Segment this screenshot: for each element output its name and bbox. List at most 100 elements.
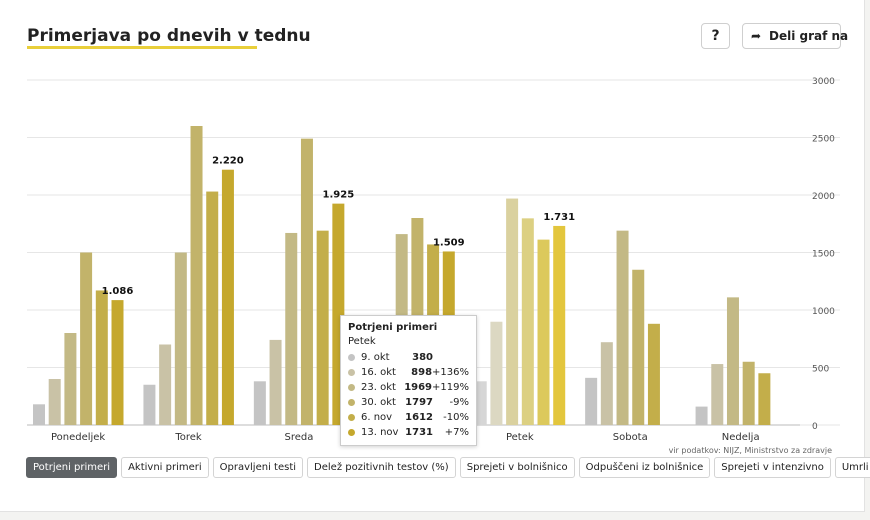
tooltip-row-change: +136% <box>432 367 469 378</box>
tooltip-day: Petek <box>348 336 376 347</box>
series-dot-icon <box>348 354 355 361</box>
tooltip-row-value: 1612 <box>405 412 433 423</box>
series-dot-icon <box>348 399 355 406</box>
data-label: 1.925 <box>323 190 355 201</box>
tooltip-row-value: 898 <box>411 367 433 378</box>
tooltip-row-label: 30. okt <box>361 397 396 408</box>
bar-petek-1[interactable] <box>490 321 503 425</box>
tab-7[interactable]: Umrli <box>834 457 870 478</box>
bar-nedelja-1[interactable] <box>711 364 724 425</box>
tab-4[interactable]: Sprejeti v bolnišnico <box>459 457 575 478</box>
tab-3[interactable]: Delež pozitivnih testov (%) <box>307 457 456 478</box>
bar-ponedeljek-5[interactable] <box>111 300 124 425</box>
tab-5[interactable]: Odpuščeni iz bolnišnice <box>578 457 711 478</box>
bar-nedelja-0[interactable] <box>695 406 708 425</box>
bar-sobota-2[interactable] <box>616 230 629 425</box>
help-button[interactable]: ? <box>701 23 730 49</box>
series-dot-icon <box>348 414 355 421</box>
tooltip-row-value: 380 <box>412 352 433 363</box>
tooltip-row-value: 1969 <box>404 382 433 393</box>
tooltip-row: 30. okt 1797 -9% <box>348 395 469 410</box>
category-label: Sobota <box>613 432 648 443</box>
bar-sreda-4[interactable] <box>316 230 329 425</box>
bar-ponedeljek-2[interactable] <box>64 333 77 425</box>
bar-sobota-0[interactable] <box>585 377 598 425</box>
data-source: vir podatkov: NIJZ, Ministrstvo za zdrav… <box>668 446 832 455</box>
category-label: Nedelja <box>722 432 760 443</box>
bar-ponedeljek-0[interactable] <box>33 404 45 425</box>
y-tick-label: 3000 <box>812 77 835 87</box>
tab-6[interactable]: Sprejeti v intenzivno <box>714 457 831 478</box>
bar-sobota-1[interactable] <box>600 342 613 425</box>
bar-sreda-2[interactable] <box>285 232 298 425</box>
bar-petek-2[interactable] <box>506 198 519 425</box>
bar-sreda-3[interactable] <box>300 138 313 425</box>
bar-torek-1[interactable] <box>159 344 172 426</box>
bar-torek-5[interactable] <box>221 169 234 425</box>
share-button[interactable]: ➦ Deli graf na <box>742 23 848 49</box>
title-underline <box>27 46 257 49</box>
bar-sobota-4[interactable] <box>647 323 660 425</box>
tooltip-row-change: -10% <box>443 412 469 423</box>
category-label: Petek <box>506 432 534 443</box>
y-tick-label: 2000 <box>812 192 835 202</box>
tooltip-row-change: +7% <box>444 427 469 438</box>
tooltip-row: 23. okt 1969 +119% <box>348 380 469 395</box>
tooltip-row-change: -9% <box>449 397 469 408</box>
bar-ponedeljek-3[interactable] <box>80 252 93 426</box>
bar-sreda-0[interactable] <box>253 381 266 425</box>
bar-petek-5[interactable] <box>553 225 566 425</box>
y-tick-label: 1500 <box>812 250 835 260</box>
bar-petek-0[interactable] <box>474 381 487 425</box>
bar-ponedeljek-1[interactable] <box>48 379 61 425</box>
bar-torek-3[interactable] <box>190 126 203 425</box>
category-label: Ponedeljek <box>51 432 105 443</box>
share-arrow-icon: ➦ <box>751 29 762 43</box>
tooltip-row-value: 1731 <box>405 427 433 438</box>
tooltip-row: 9. okt 380 <box>348 350 469 365</box>
series-dot-icon <box>348 429 355 436</box>
tab-2[interactable]: Opravljeni testi <box>212 457 304 478</box>
bar-nedelja-4[interactable] <box>758 373 771 425</box>
tooltip-title: Potrjeni primeri <box>348 322 438 333</box>
category-label: Torek <box>174 432 202 443</box>
data-label: 1.731 <box>543 212 575 223</box>
bar-petek-4[interactable] <box>537 239 550 425</box>
bar-torek-0[interactable] <box>143 384 156 425</box>
data-label: 1.509 <box>433 237 465 248</box>
bar-sreda-1[interactable] <box>269 339 282 425</box>
bar-torek-4[interactable] <box>206 191 219 425</box>
series-dot-icon <box>348 384 355 391</box>
tooltip-row: 13. nov 1731 +7% <box>348 425 469 440</box>
tooltip-row: 6. nov 1612 -10% <box>348 410 469 425</box>
tab-0[interactable]: Potrjeni primeri <box>26 457 118 478</box>
chart-title: Primerjava po dnevih v tednu <box>27 26 311 46</box>
y-tick-label: 0 <box>812 422 818 432</box>
tooltip-row-label: 23. okt <box>361 382 396 393</box>
tab-1[interactable]: Aktivni primeri <box>121 457 209 478</box>
tooltip-rows: 9. okt 380 16. okt 898 +136% 23. okt 1969 +119%… <box>348 350 469 440</box>
metric-tabs: Potrjeni primeri Aktivni primeri Opravljen… <box>26 457 870 478</box>
tooltip-row-value: 1797 <box>405 397 433 408</box>
chart-tooltip: Potrjeni primeri Petek 9. okt 380 16. okt 8… <box>340 315 477 446</box>
bar-ponedeljek-4[interactable] <box>95 290 108 425</box>
y-tick-label: 1000 <box>812 307 835 317</box>
data-label: 1.086 <box>102 286 134 297</box>
bar-sobota-3[interactable] <box>632 269 645 425</box>
y-tick-label: 500 <box>812 365 829 375</box>
bar-torek-2[interactable] <box>174 252 187 426</box>
category-label: Sreda <box>285 432 314 443</box>
share-label: Deli graf na <box>769 29 849 43</box>
tooltip-row-label: 9. okt <box>361 352 390 363</box>
series-dot-icon <box>348 369 355 376</box>
y-tick-label: 2500 <box>812 135 835 145</box>
data-label: 2.220 <box>212 156 244 167</box>
tooltip-row-change: +119% <box>432 382 469 393</box>
tooltip-row-label: 6. nov <box>361 412 393 423</box>
bar-petek-3[interactable] <box>521 218 534 425</box>
tooltip-row-label: 13. nov <box>361 427 399 438</box>
tooltip-row: 16. okt 898 +136% <box>348 365 469 380</box>
bar-nedelja-3[interactable] <box>742 361 755 425</box>
bar-nedelja-2[interactable] <box>726 297 739 425</box>
